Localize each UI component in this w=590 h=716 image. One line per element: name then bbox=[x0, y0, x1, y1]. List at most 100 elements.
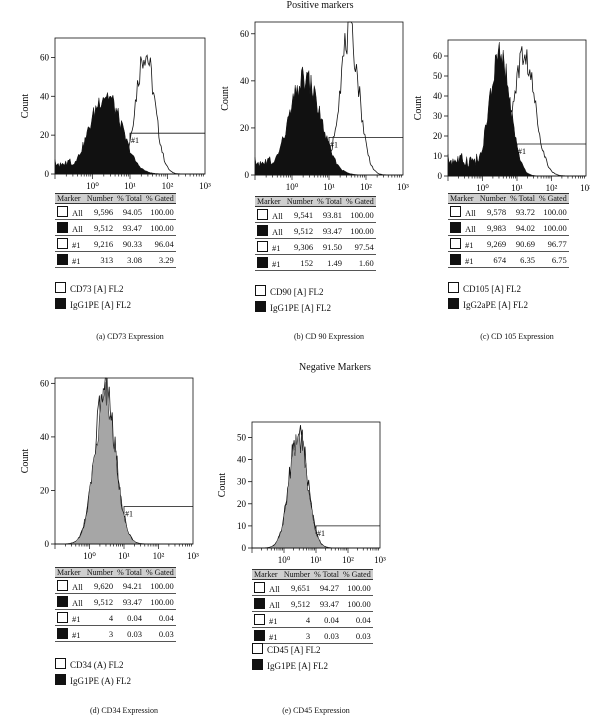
table-row: #1 4 0.04 0.04 bbox=[252, 611, 373, 628]
x-tick-label: 10³ bbox=[374, 555, 386, 565]
value-cell: 93.47 bbox=[312, 595, 341, 612]
y-tick-label: 20 bbox=[40, 130, 50, 140]
table-header: % Gated bbox=[143, 193, 176, 204]
table-header: % Total bbox=[115, 567, 144, 578]
x-tick-label: 10² bbox=[546, 183, 558, 193]
x-tick-label: 10⁰ bbox=[86, 181, 99, 191]
y-tick-label: 0 bbox=[45, 539, 50, 549]
y-tick-label: 10 bbox=[433, 151, 443, 161]
panel-caption: (d) CD34 Expression bbox=[90, 706, 158, 715]
value-cell: 93.72 bbox=[508, 203, 537, 220]
value-cell: 0.04 bbox=[115, 609, 144, 626]
marker-cell: #1 bbox=[448, 251, 478, 268]
y-tick-label: 50 bbox=[433, 71, 443, 81]
marker-cell: #1 bbox=[252, 627, 282, 644]
marker-table: Marker Number% Total% Gated All 9,541 93.81 1… bbox=[255, 196, 376, 271]
legend-entry: CD34 (A) FL2 bbox=[55, 658, 131, 674]
table-header: % Gated bbox=[343, 196, 376, 207]
y-tick-label: 10 bbox=[237, 521, 247, 531]
y-tick-label: 50 bbox=[237, 432, 247, 442]
value-cell: 9,306 bbox=[284, 238, 316, 255]
filled-square-icon bbox=[450, 253, 461, 265]
open-square-icon bbox=[57, 205, 68, 217]
filled-square-icon bbox=[257, 256, 268, 268]
value-cell: 0.03 bbox=[115, 625, 144, 642]
marker-cell: All bbox=[55, 577, 85, 594]
gate-label: #1 bbox=[125, 510, 133, 519]
x-tick-label: 10⁰ bbox=[476, 183, 489, 193]
table-row: #1 313 3.08 3.29 bbox=[55, 251, 176, 268]
x-tick-label: 10¹ bbox=[511, 183, 523, 193]
value-cell: 313 bbox=[84, 251, 116, 268]
value-cell: 100.00 bbox=[343, 222, 376, 239]
y-tick-label: 0 bbox=[245, 170, 250, 180]
filled-square-icon bbox=[55, 298, 66, 309]
marker-cell: #1 bbox=[55, 235, 85, 252]
marker-cell: All bbox=[252, 595, 282, 612]
x-tick-label: 10⁰ bbox=[278, 555, 291, 565]
value-cell: 100.00 bbox=[340, 595, 373, 612]
value-cell: 9,269 bbox=[477, 235, 509, 252]
marker-cell: #1 bbox=[252, 611, 282, 628]
table-header: Marker bbox=[448, 193, 478, 204]
x-tick-label: 10⁰ bbox=[83, 551, 96, 561]
value-cell: 1.60 bbox=[343, 254, 376, 271]
value-cell: 3 bbox=[281, 627, 313, 644]
table-row: All 9,541 93.81 100.00 bbox=[255, 206, 376, 223]
open-square-icon bbox=[55, 282, 66, 293]
gate-marker bbox=[328, 136, 403, 146]
y-tick-label: 40 bbox=[40, 91, 50, 101]
negative-markers-title: Negative Markers bbox=[299, 362, 371, 373]
table-header: % Gated bbox=[536, 193, 569, 204]
x-tick-label: 10³ bbox=[397, 182, 409, 192]
table-header: Number bbox=[284, 196, 316, 207]
open-square-icon bbox=[252, 643, 263, 654]
table-row: All 9,620 94.21 100.00 bbox=[55, 577, 176, 594]
marker-table: Marker Number% Total% Gated All 9,620 94.21 1… bbox=[55, 567, 176, 642]
value-cell: 1.49 bbox=[315, 254, 344, 271]
marker-cell: #1 bbox=[448, 235, 478, 252]
value-cell: 6.75 bbox=[536, 251, 569, 268]
value-cell: 93.47 bbox=[315, 222, 344, 239]
y-axis-label: Count bbox=[220, 86, 231, 111]
value-cell: 0.04 bbox=[340, 611, 373, 628]
table-header: % Total bbox=[312, 569, 341, 580]
y-axis-label: Count bbox=[217, 473, 228, 498]
x-tick-label: 10³ bbox=[199, 181, 211, 191]
value-cell: 93.47 bbox=[115, 593, 144, 610]
value-cell: 9,983 bbox=[477, 219, 509, 236]
x-tick-label: 10³ bbox=[580, 183, 590, 193]
x-tick-label: 10² bbox=[342, 555, 354, 565]
value-cell: 6.35 bbox=[508, 251, 537, 268]
legend-entry: CD90 [A] FL2 bbox=[255, 285, 331, 301]
open-square-icon bbox=[450, 205, 461, 217]
y-tick-label: 40 bbox=[240, 76, 250, 86]
gate-label: #1 bbox=[330, 140, 338, 149]
x-tick-label: 10¹ bbox=[323, 182, 335, 192]
value-cell: 0.03 bbox=[340, 627, 373, 644]
table-row: #1 3 0.03 0.03 bbox=[55, 625, 176, 642]
table-header: % Total bbox=[508, 193, 537, 204]
marker-table: Marker Number% Total% Gated All 9,596 94.05 1… bbox=[55, 193, 176, 268]
legend: CD105 [A] FL2 IgG2aPE [A] FL2 bbox=[448, 282, 528, 314]
table-row: #1 3 0.03 0.03 bbox=[252, 627, 373, 644]
legend-entry: IgG2aPE [A] FL2 bbox=[448, 298, 528, 314]
table-row: #1 9,306 91.50 97.54 bbox=[255, 238, 376, 255]
filled-square-icon bbox=[55, 674, 66, 685]
value-cell: 96.77 bbox=[536, 235, 569, 252]
marker-cell: All bbox=[55, 219, 85, 236]
value-cell: 90.33 bbox=[115, 235, 144, 252]
table-row: #1 674 6.35 6.75 bbox=[448, 251, 569, 268]
gate-marker bbox=[123, 506, 193, 515]
marker-cell: #1 bbox=[255, 254, 285, 271]
value-cell: 4 bbox=[84, 609, 116, 626]
table-row: #1 152 1.49 1.60 bbox=[255, 254, 376, 271]
y-tick-label: 60 bbox=[433, 51, 443, 61]
x-tick-label: 10¹ bbox=[118, 551, 130, 561]
table-row: All 9,512 93.47 100.00 bbox=[55, 593, 176, 610]
y-axis-label: Count bbox=[20, 449, 31, 474]
filled-square-icon bbox=[255, 301, 266, 312]
value-cell: 100.00 bbox=[536, 219, 569, 236]
value-cell: 94.27 bbox=[312, 579, 341, 596]
